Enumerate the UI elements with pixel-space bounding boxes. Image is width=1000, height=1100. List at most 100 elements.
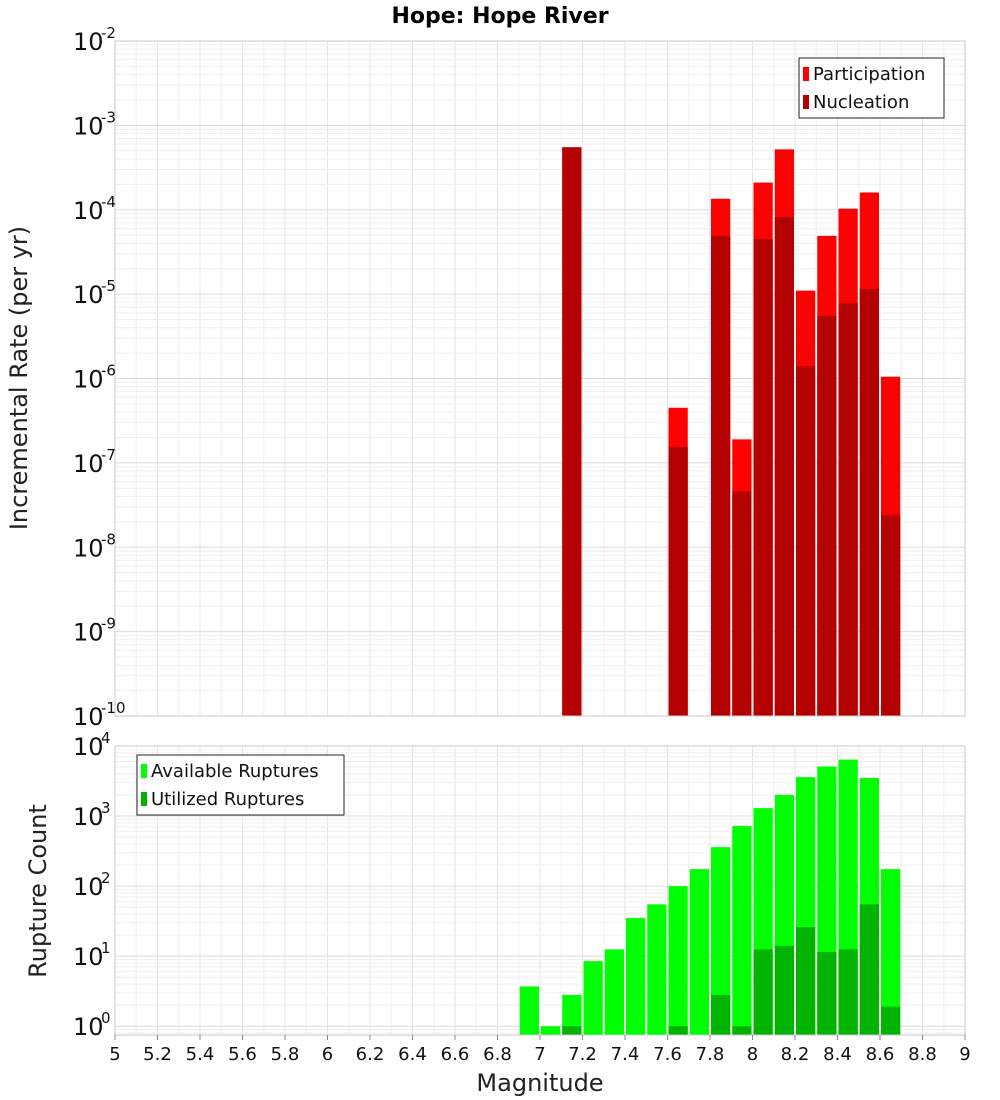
bar bbox=[881, 515, 901, 716]
y-tick-exponent: 3 bbox=[101, 799, 111, 817]
bar bbox=[519, 986, 539, 1035]
x-tick-label: 5 bbox=[109, 1044, 120, 1065]
x-tick-label: 7.6 bbox=[653, 1044, 682, 1065]
y-axis-title-rate: Incremental Rate (per yr) bbox=[5, 226, 33, 530]
y-tick-label: 10 bbox=[73, 112, 104, 140]
y-tick-label: 10 bbox=[73, 803, 104, 831]
y-tick-label: 10 bbox=[73, 28, 104, 56]
x-tick-label: 7.2 bbox=[568, 1044, 597, 1065]
y-tick-label: 10 bbox=[73, 197, 104, 225]
x-tick-label: 7.4 bbox=[611, 1044, 640, 1065]
x-tick-label: 9 bbox=[959, 1044, 970, 1065]
bar bbox=[626, 918, 646, 1035]
y-tick-exponent: 2 bbox=[101, 869, 111, 887]
y-tick-label: 10 bbox=[73, 281, 104, 309]
legend-label: Utilized Ruptures bbox=[151, 789, 304, 810]
x-axis-title: Magnitude bbox=[476, 1069, 603, 1097]
bar bbox=[796, 366, 816, 716]
bar bbox=[881, 869, 901, 1035]
legend-swatch bbox=[141, 764, 147, 778]
x-tick-label: 8.2 bbox=[781, 1044, 810, 1065]
y-axis-title-count: Rupture Count bbox=[24, 804, 52, 978]
bar bbox=[796, 927, 816, 1035]
bar bbox=[774, 217, 794, 716]
bar bbox=[668, 1026, 688, 1035]
legend-label: Nucleation bbox=[813, 92, 909, 113]
x-tick-label: 8.8 bbox=[908, 1044, 937, 1065]
x-tick-label: 6 bbox=[322, 1044, 333, 1065]
legend: Participation Nucleation bbox=[798, 57, 945, 119]
bar bbox=[562, 147, 582, 717]
y-tick-exponent: -4 bbox=[101, 193, 116, 211]
y-tick-label: 10 bbox=[73, 366, 104, 394]
x-tick-label: 7.8 bbox=[696, 1044, 725, 1065]
x-tick-label: 6.4 bbox=[398, 1044, 427, 1065]
incremental-rate-panel: 10-1010-910-810-710-610-510-410-310-2Par… bbox=[73, 24, 966, 731]
legend-swatch bbox=[803, 95, 809, 109]
y-tick-label: 10 bbox=[73, 619, 104, 647]
bar bbox=[753, 949, 773, 1035]
x-tick-label: 5.8 bbox=[271, 1044, 300, 1065]
bar bbox=[562, 994, 582, 1035]
x-tick-label: 8.6 bbox=[866, 1044, 895, 1065]
bar bbox=[668, 886, 688, 1035]
bar bbox=[838, 303, 858, 716]
y-tick-exponent: 4 bbox=[101, 729, 111, 747]
legend-box bbox=[136, 754, 345, 816]
bar bbox=[647, 904, 667, 1035]
y-tick-exponent: -8 bbox=[101, 530, 116, 548]
y-tick-label: 10 bbox=[73, 450, 104, 478]
bar bbox=[711, 994, 731, 1035]
legend-swatch bbox=[803, 67, 809, 81]
x-tick-label: 8 bbox=[747, 1044, 758, 1065]
y-tick-label: 10 bbox=[73, 534, 104, 562]
bar bbox=[753, 239, 773, 716]
bar bbox=[604, 949, 624, 1035]
grid bbox=[114, 40, 966, 717]
bar bbox=[732, 1026, 752, 1035]
y-tick-exponent: -6 bbox=[101, 362, 116, 380]
x-tick-label: 5.6 bbox=[228, 1044, 257, 1065]
y-tick-exponent: -9 bbox=[101, 615, 116, 633]
y-tick-exponent: 0 bbox=[101, 1009, 111, 1027]
legend-box bbox=[798, 57, 945, 119]
y-tick-exponent: -5 bbox=[101, 277, 116, 295]
x-tick-label: 6.6 bbox=[441, 1044, 470, 1065]
y-tick-label: 10 bbox=[73, 733, 104, 761]
bar bbox=[689, 869, 709, 1035]
bar bbox=[562, 1026, 582, 1035]
x-tick-label: 7 bbox=[534, 1044, 545, 1065]
legend-swatch bbox=[141, 792, 147, 806]
y-tick-label: 10 bbox=[73, 873, 104, 901]
plot-frame bbox=[114, 40, 966, 717]
series-nucleation bbox=[562, 147, 901, 717]
bar bbox=[859, 904, 879, 1035]
bar bbox=[817, 316, 837, 716]
x-tick-label: 6.2 bbox=[356, 1044, 385, 1065]
bar bbox=[732, 826, 752, 1035]
y-tick-exponent: 1 bbox=[101, 939, 111, 957]
y-tick-exponent: -7 bbox=[101, 446, 116, 464]
legend-label: Available Ruptures bbox=[151, 761, 319, 782]
x-tick-label: 5.2 bbox=[143, 1044, 172, 1065]
bar bbox=[668, 446, 688, 716]
x-axis-ticks: 5 5.2 5.4 5.6 5.8 6 6.2 6.4 6.6 6.8 7 7.2 7.4 7.6 7.8 8… bbox=[109, 1035, 971, 1065]
y-tick-exponent: -3 bbox=[101, 108, 116, 126]
bar bbox=[541, 1026, 561, 1035]
bar bbox=[881, 1006, 901, 1035]
y-tick-exponent: -10 bbox=[101, 699, 126, 717]
series-utilized-ruptures bbox=[562, 904, 901, 1035]
legend: Available Ruptures Utilized Ruptures bbox=[136, 754, 345, 816]
bar bbox=[817, 951, 837, 1035]
x-tick-label: 6.8 bbox=[483, 1044, 512, 1065]
bar bbox=[774, 945, 794, 1035]
bar bbox=[583, 961, 603, 1035]
chart-title: Hope: Hope River bbox=[391, 4, 608, 29]
x-tick-label: 8.4 bbox=[823, 1044, 852, 1065]
legend-label: Participation bbox=[813, 64, 925, 85]
y-tick-label: 10 bbox=[73, 1013, 104, 1041]
x-tick-label: 5.4 bbox=[186, 1044, 215, 1065]
